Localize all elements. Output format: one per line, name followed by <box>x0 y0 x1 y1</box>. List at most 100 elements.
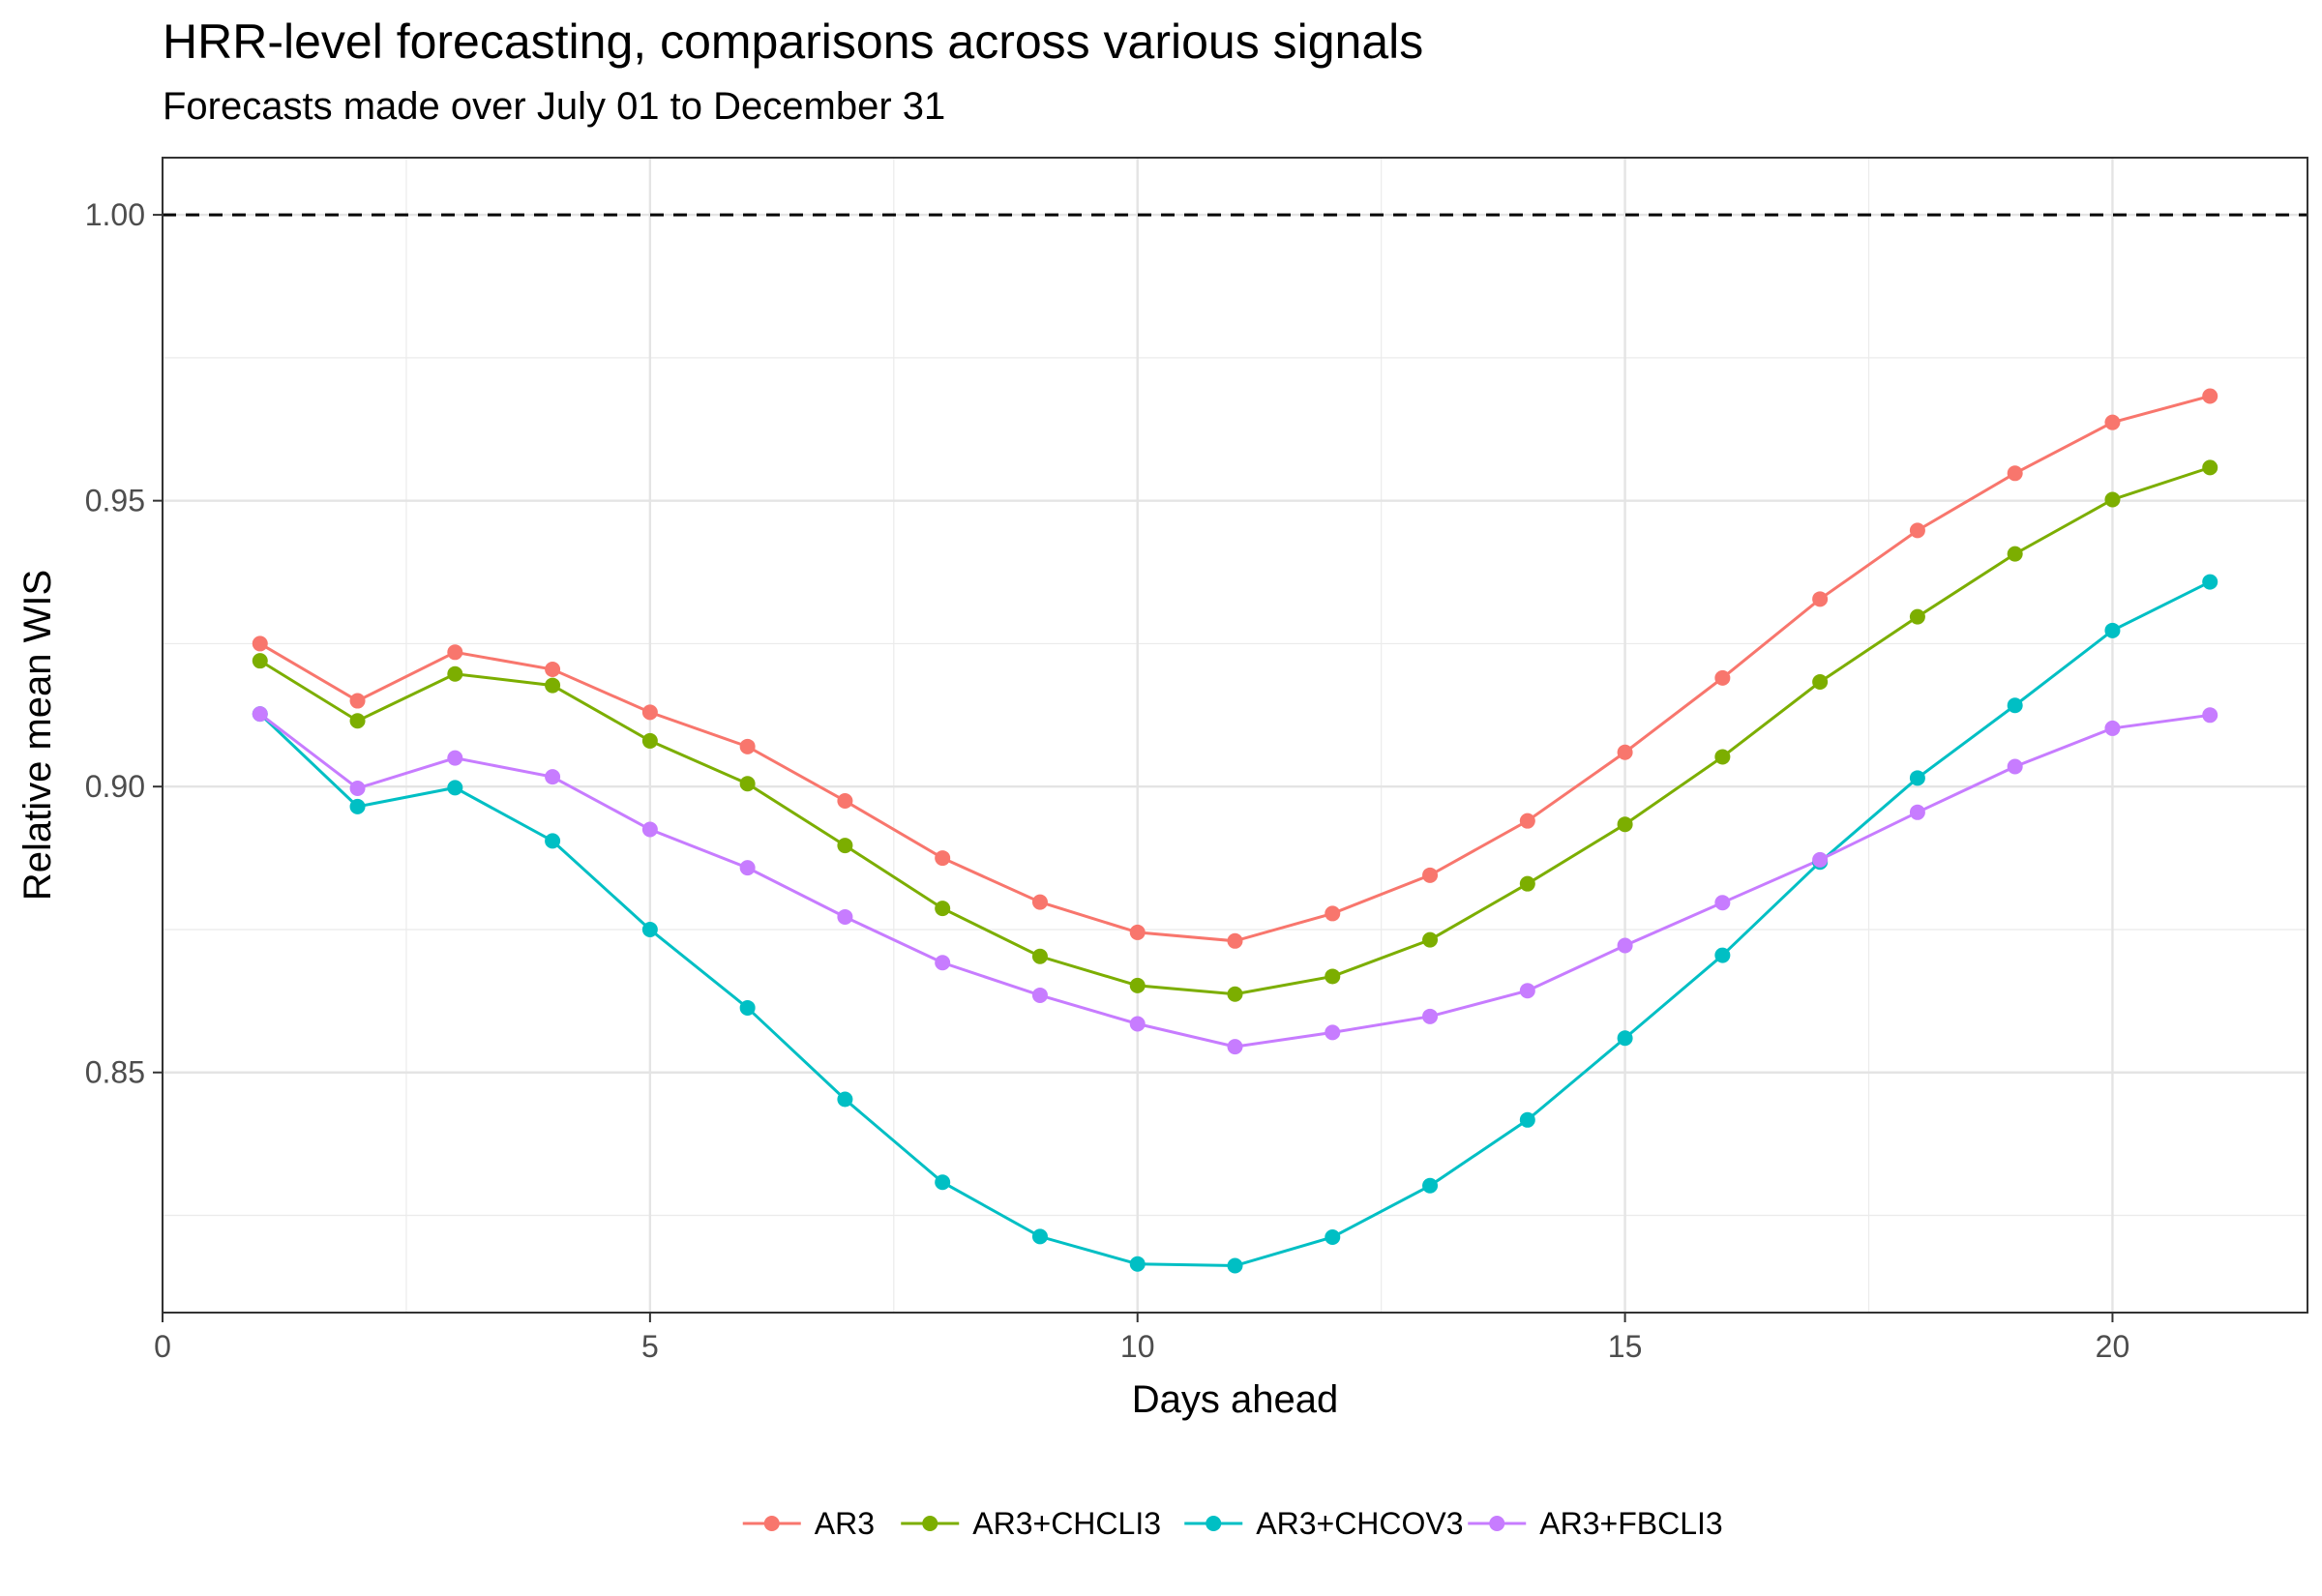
data-point-ar3-fbcli3 <box>1714 895 1731 911</box>
data-point-ar3-chcov3 <box>2007 697 2023 714</box>
data-point-ar3-fbcli3 <box>252 706 268 723</box>
data-point-ar3-chcov3 <box>2202 574 2218 590</box>
legend-key-point <box>763 1516 780 1531</box>
data-point-ar3-fbcli3 <box>935 955 951 971</box>
x-tick-label: 10 <box>1120 1329 1155 1364</box>
data-point-ar3-chcov3 <box>1714 947 1731 963</box>
data-point-ar3-fbcli3 <box>1909 804 1925 820</box>
data-point-ar3-chcli3 <box>1031 948 1048 964</box>
data-point-ar3 <box>1617 744 1633 760</box>
data-point-ar3 <box>1129 924 1146 940</box>
data-point-ar3-chcli3 <box>1227 986 1243 1002</box>
data-point-ar3-fbcli3 <box>1325 1024 1341 1041</box>
data-point-ar3 <box>1227 932 1243 949</box>
y-axis-title: Relative mean WIS <box>16 570 59 901</box>
data-point-ar3-chcov3 <box>2104 622 2121 638</box>
data-point-ar3-chcov3 <box>1227 1257 1243 1274</box>
data-point-ar3 <box>1325 905 1341 922</box>
data-point-ar3 <box>1519 813 1535 829</box>
data-point-ar3-chcov3 <box>837 1091 853 1108</box>
x-axis-ticks: 0 5 10 15 20 <box>154 1313 2129 1364</box>
data-point-ar3-fbcli3 <box>641 821 658 838</box>
legend-label: AR3+FBCLI3 <box>1539 1506 1722 1541</box>
data-point-ar3-chcli3 <box>739 776 756 792</box>
legend-item-ar3-chcov3: AR3+CHCOV3 <box>1184 1506 1464 1541</box>
legend-item-ar3-chcli3: AR3+CHCLI3 <box>901 1506 1161 1541</box>
data-point-ar3-fbcli3 <box>1617 937 1633 954</box>
chart-subtitle: Forecasts made over July 01 to December … <box>163 85 946 128</box>
legend: AR3 AR3+CHCLI3 AR3+CHCOV3 AR3+FBCLI3 <box>742 1506 1723 1541</box>
series-line-ar3-chcli3 <box>258 465 2211 996</box>
data-point-ar3-chcov3 <box>1422 1177 1439 1194</box>
data-point-ar3-fbcli3 <box>1227 1039 1243 1055</box>
data-point-ar3 <box>2007 465 2023 482</box>
data-point-ar3-chcov3 <box>641 921 658 937</box>
data-point-ar3-chcli3 <box>2202 459 2218 476</box>
data-point-ar3-fbcli3 <box>1031 987 1048 1003</box>
data-point-ar3-fbcli3 <box>447 750 463 766</box>
data-point-ar3 <box>837 792 853 809</box>
data-point-ar3-chcli3 <box>1812 674 1829 691</box>
legend-key-point <box>1489 1516 1505 1531</box>
series-points <box>252 388 2218 1274</box>
legend-item-ar3: AR3 <box>742 1506 875 1541</box>
data-point-ar3-chcli3 <box>545 677 561 694</box>
legend-label: AR3+CHCOV3 <box>1256 1506 1463 1541</box>
data-point-ar3 <box>2104 414 2121 430</box>
data-point-ar3-chcli3 <box>1519 875 1535 892</box>
data-point-ar3-chcov3 <box>1617 1030 1633 1047</box>
data-point-ar3-chcli3 <box>1129 977 1146 993</box>
data-point-ar3-chcli3 <box>1325 968 1341 985</box>
data-point-ar3-fbcli3 <box>2202 707 2218 724</box>
data-point-ar3-chcov3 <box>935 1174 951 1191</box>
data-point-ar3-chcli3 <box>252 653 268 669</box>
minor-gridlines <box>163 158 2307 1313</box>
x-tick-label: 0 <box>154 1329 171 1364</box>
data-point-ar3-chcli3 <box>1422 931 1439 948</box>
legend-key-point <box>922 1516 938 1531</box>
data-point-ar3 <box>1714 669 1731 686</box>
data-point-ar3 <box>1812 591 1829 607</box>
data-point-ar3-chcli3 <box>837 838 853 854</box>
legend-label: AR3+CHCLI3 <box>972 1506 1161 1541</box>
data-point-ar3-fbcli3 <box>1519 983 1535 999</box>
data-point-ar3-chcov3 <box>739 999 756 1016</box>
data-point-ar3-fbcli3 <box>545 769 561 785</box>
y-axis-ticks: 0.85 0.90 0.95 1.00 <box>85 197 163 1090</box>
x-axis-title: Days ahead <box>1132 1378 1338 1421</box>
chart-title: HRR-level forecasting, comparisons acros… <box>163 15 1424 69</box>
data-point-ar3 <box>349 693 366 709</box>
data-point-ar3 <box>935 850 951 867</box>
data-point-ar3-chcov3 <box>1519 1111 1535 1128</box>
data-point-ar3-fbcli3 <box>739 860 756 876</box>
data-point-ar3-chcli3 <box>935 901 951 917</box>
data-point-ar3-chcov3 <box>447 780 463 796</box>
data-point-ar3 <box>641 704 658 721</box>
data-point-ar3-chcli3 <box>1714 749 1731 765</box>
legend-item-ar3-fbcli3: AR3+FBCLI3 <box>1468 1506 1723 1541</box>
data-point-ar3-chcli3 <box>641 732 658 749</box>
data-point-ar3-chcli3 <box>1617 816 1633 833</box>
x-tick-label: 20 <box>2096 1329 2130 1364</box>
y-tick-label: 0.95 <box>85 484 145 518</box>
y-tick-label: 0.90 <box>85 769 145 804</box>
x-tick-label: 5 <box>641 1329 659 1364</box>
data-point-ar3-chcov3 <box>1129 1256 1146 1272</box>
y-tick-label: 1.00 <box>85 197 145 232</box>
data-point-ar3-chcov3 <box>349 798 366 814</box>
data-point-ar3 <box>739 738 756 754</box>
data-point-ar3-fbcli3 <box>837 908 853 925</box>
data-point-ar3-chcov3 <box>1031 1228 1048 1245</box>
data-point-ar3-chcov3 <box>1909 770 1925 786</box>
data-point-ar3-fbcli3 <box>1422 1008 1439 1024</box>
data-point-ar3-chcov3 <box>545 833 561 849</box>
legend-label: AR3 <box>815 1506 875 1541</box>
plot-panel-border <box>162 157 2308 1314</box>
data-point-ar3-fbcli3 <box>1129 1016 1146 1032</box>
data-point-ar3-chcli3 <box>1909 608 1925 625</box>
data-point-ar3 <box>1909 522 1925 539</box>
major-gridlines <box>161 158 2307 1313</box>
data-point-ar3 <box>545 662 561 678</box>
data-point-ar3-fbcli3 <box>349 780 366 796</box>
